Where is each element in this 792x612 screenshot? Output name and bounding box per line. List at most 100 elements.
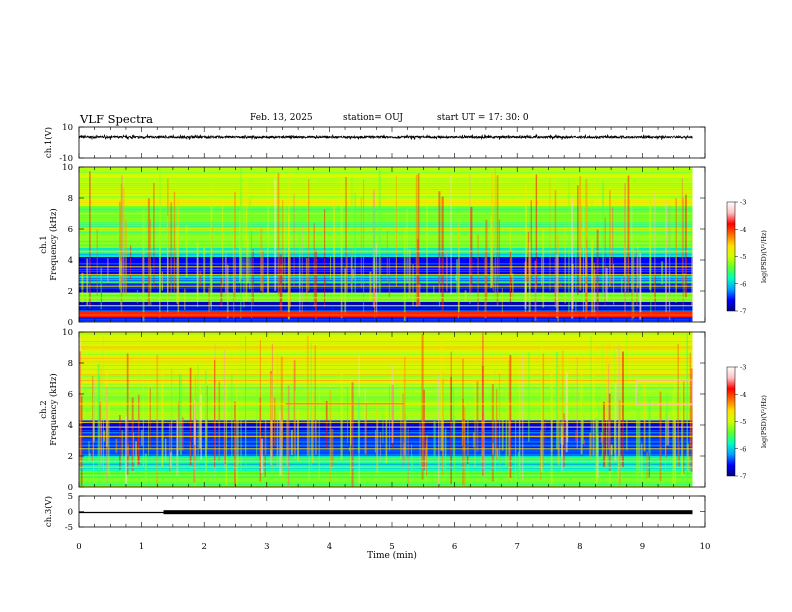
spectral-line bbox=[79, 276, 693, 278]
sferic-streak bbox=[345, 177, 347, 292]
sferic-streak bbox=[689, 352, 691, 448]
y-tick-label: 4 bbox=[68, 421, 73, 431]
sferic-streak bbox=[365, 404, 367, 457]
sferic-streak bbox=[288, 170, 290, 320]
sferic-streak bbox=[395, 175, 397, 287]
sferic-streak bbox=[270, 449, 272, 465]
sferic-streak bbox=[346, 387, 348, 444]
sferic-streak bbox=[218, 381, 221, 461]
sferic-streak bbox=[299, 272, 301, 314]
spectral-line bbox=[79, 239, 693, 241]
sferic-streak bbox=[79, 351, 82, 468]
spectral-line bbox=[79, 298, 693, 300]
spectral-line bbox=[79, 344, 693, 346]
sferic-streak bbox=[541, 256, 542, 286]
spectral-line bbox=[79, 254, 693, 256]
sferic-streak bbox=[438, 375, 440, 487]
sferic-streak bbox=[469, 173, 471, 304]
spectral-line bbox=[79, 270, 693, 272]
sferic-streak bbox=[556, 351, 559, 450]
sferic-streak bbox=[86, 258, 89, 306]
spectral-line bbox=[79, 473, 693, 474]
spectral-line bbox=[79, 194, 693, 196]
sferic-streak bbox=[575, 240, 577, 312]
spectral-line bbox=[79, 355, 693, 357]
x-tick-label: 9 bbox=[640, 542, 645, 552]
sferic-streak bbox=[450, 351, 452, 461]
spectral-line bbox=[79, 376, 693, 378]
sferic-streak bbox=[351, 178, 353, 301]
sferic-streak bbox=[403, 356, 406, 455]
spectral-line bbox=[79, 231, 693, 233]
sferic-streak bbox=[271, 455, 273, 471]
colorbar-label: log(PSD)(V²/Hz) bbox=[760, 395, 768, 448]
sferic-streak bbox=[142, 254, 144, 293]
colorbar-tick-label: -4 bbox=[740, 226, 746, 234]
sferic-streak bbox=[382, 413, 384, 444]
x-tick-label: 0 bbox=[76, 542, 81, 552]
sferic-streak bbox=[203, 247, 206, 295]
sferic-streak bbox=[466, 443, 469, 465]
y-tick-label: -10 bbox=[59, 154, 73, 164]
sferic-streak bbox=[362, 179, 365, 315]
sferic-streak bbox=[233, 275, 235, 319]
colorbar-tick-label: -6 bbox=[740, 445, 746, 453]
sferic-streak bbox=[542, 353, 545, 470]
sferic-streak bbox=[568, 178, 570, 314]
sferic-streak bbox=[549, 177, 551, 291]
sferic-streak bbox=[108, 404, 110, 475]
spectral-line bbox=[79, 289, 693, 291]
sferic-streak bbox=[379, 431, 381, 461]
sferic-streak bbox=[126, 353, 129, 475]
sferic-streak bbox=[121, 175, 123, 284]
sferic-streak bbox=[435, 447, 437, 453]
sferic-streak bbox=[621, 277, 623, 294]
y-tick-label: 8 bbox=[68, 359, 73, 369]
spectral-line bbox=[79, 381, 693, 383]
sferic-streak bbox=[485, 219, 488, 300]
start-time-label: start UT = 17: 30: 0 bbox=[437, 113, 529, 123]
sferic-streak bbox=[618, 400, 621, 486]
colorbar-label: log(PSD)(V²/Hz) bbox=[760, 230, 768, 283]
sferic-streak bbox=[472, 432, 475, 448]
sferic-streak bbox=[346, 255, 348, 296]
spectral-line bbox=[79, 361, 693, 363]
sferic-streak bbox=[270, 373, 273, 457]
sferic-streak bbox=[293, 360, 296, 454]
spectrogram-band bbox=[79, 275, 693, 284]
sferic-streak bbox=[119, 415, 121, 470]
sferic-streak bbox=[209, 255, 212, 306]
spectral-line bbox=[79, 372, 693, 374]
y-tick-label: 0 bbox=[68, 318, 73, 328]
sferic-streak bbox=[351, 382, 354, 487]
sferic-streak bbox=[654, 190, 656, 278]
x-tick-label: 7 bbox=[514, 542, 519, 552]
sferic-streak bbox=[240, 332, 242, 471]
colorbar-tick-label: -5 bbox=[740, 253, 746, 261]
sferic-streak bbox=[164, 438, 167, 461]
sferic-streak bbox=[118, 201, 121, 291]
narrowband-line bbox=[79, 421, 693, 424]
sferic-streak bbox=[352, 269, 355, 279]
spectral-line bbox=[79, 255, 693, 257]
sferic-streak bbox=[636, 249, 638, 306]
spectral-line bbox=[79, 181, 693, 183]
sferic-streak bbox=[267, 174, 269, 296]
sferic-streak bbox=[81, 272, 84, 303]
emission-box bbox=[635, 379, 693, 406]
spectral-line bbox=[79, 400, 693, 402]
sferic-streak bbox=[621, 351, 624, 468]
sferic-streak bbox=[496, 448, 499, 458]
narrowband-line bbox=[79, 285, 693, 287]
sferic-streak bbox=[425, 447, 427, 485]
low-freq-emission bbox=[79, 311, 693, 317]
colorbar-tick-label: -3 bbox=[740, 199, 746, 207]
y-axis-label: Frequency (kHz) bbox=[48, 208, 59, 280]
sferic-streak bbox=[636, 393, 639, 485]
sferic-streak bbox=[668, 205, 671, 321]
sferic-streak bbox=[574, 429, 577, 442]
sferic-streak bbox=[185, 290, 188, 291]
x-axis-label: Time (min) bbox=[367, 550, 417, 561]
sferic-streak bbox=[133, 432, 135, 463]
chart-title: VLF Spectra bbox=[80, 112, 154, 126]
